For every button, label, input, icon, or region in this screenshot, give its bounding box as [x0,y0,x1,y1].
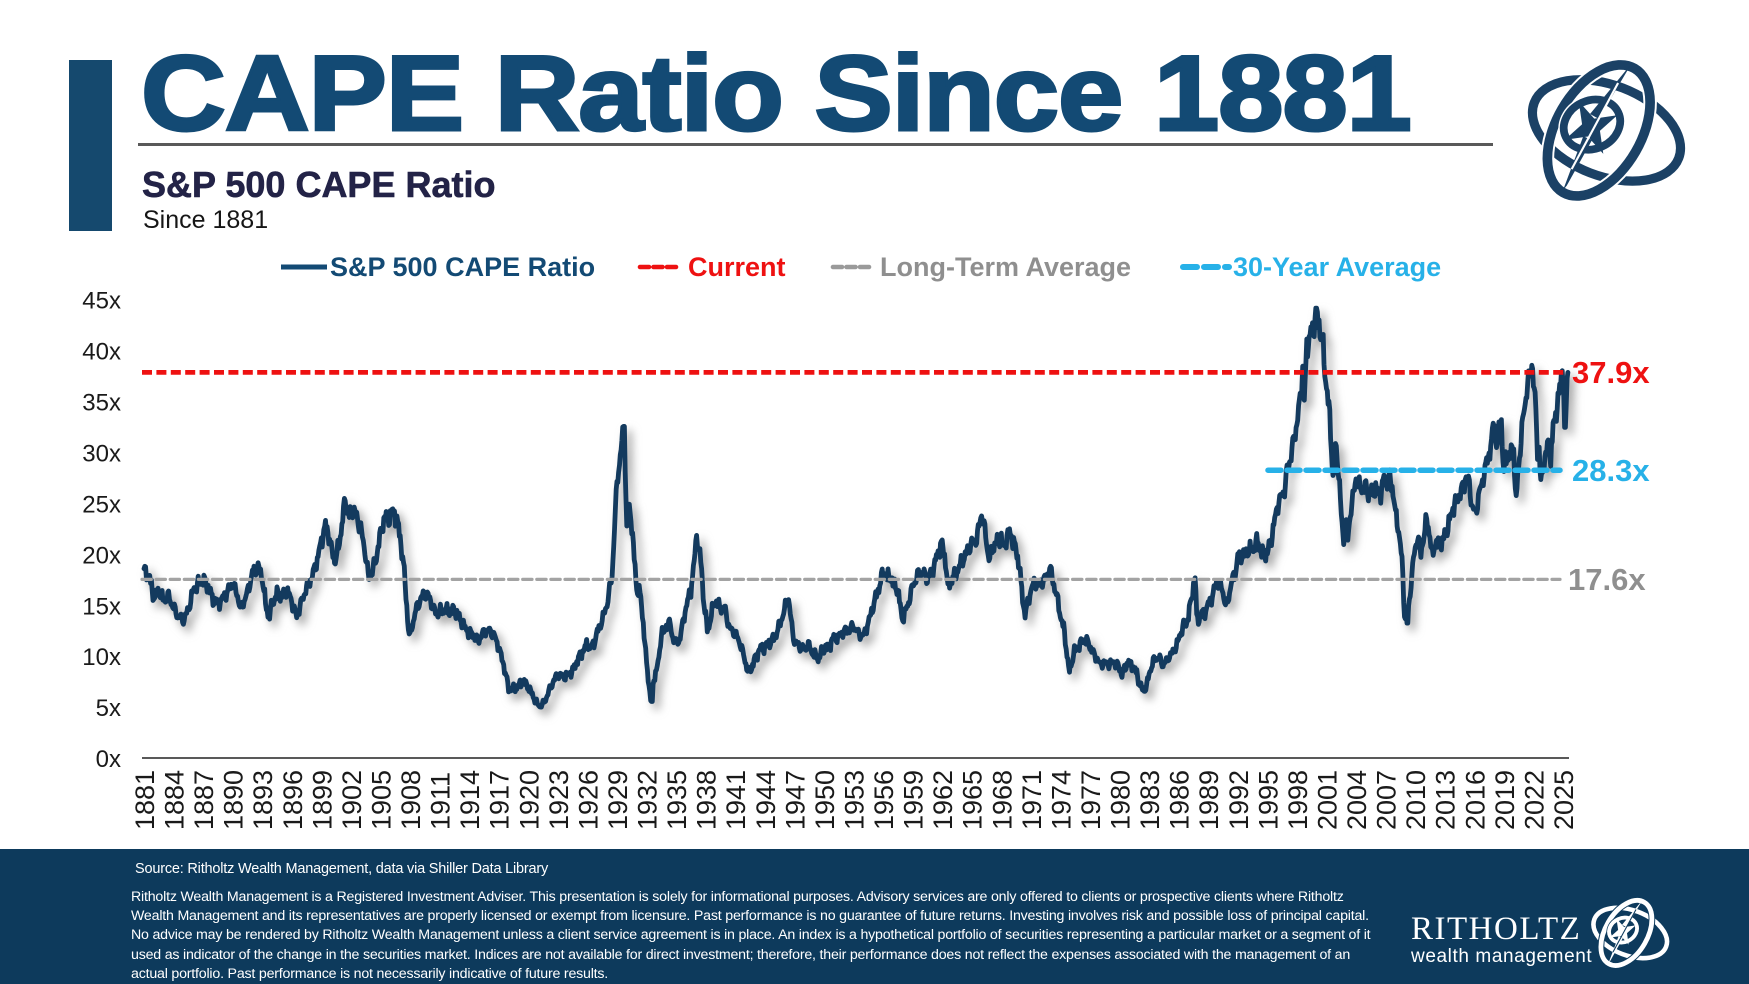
svg-text:35x: 35x [82,390,121,417]
svg-text:1941: 1941 [721,770,751,830]
svg-text:25x: 25x [82,491,121,518]
svg-text:1968: 1968 [987,770,1017,830]
svg-text:2004: 2004 [1342,770,1372,830]
svg-text:Long-Term Average: Long-Term Average [880,252,1131,282]
svg-text:1974: 1974 [1046,770,1076,830]
svg-text:10x: 10x [82,644,121,671]
svg-text:1887: 1887 [189,770,219,830]
svg-text:1911: 1911 [426,772,456,830]
svg-text:2016: 2016 [1460,770,1490,830]
svg-text:30-Year Average: 30-Year Average [1233,252,1441,282]
svg-text:1920: 1920 [514,770,544,830]
svg-text:2019: 2019 [1490,770,1520,830]
svg-text:0x: 0x [96,746,121,773]
svg-text:15x: 15x [82,593,121,620]
svg-text:1899: 1899 [307,770,337,830]
svg-text:1917: 1917 [485,770,515,830]
svg-text:1953: 1953 [840,770,870,830]
svg-text:1977: 1977 [1076,770,1106,830]
svg-text:1983: 1983 [1135,770,1165,830]
svg-text:37.9x: 37.9x [1572,355,1650,390]
svg-text:1959: 1959 [899,770,929,830]
svg-text:1989: 1989 [1194,770,1224,830]
svg-text:1998: 1998 [1283,770,1313,830]
svg-text:17.6x: 17.6x [1568,562,1646,597]
svg-text:2022: 2022 [1519,770,1549,830]
svg-text:40x: 40x [82,339,121,366]
svg-text:1881: 1881 [130,770,160,830]
svg-text:1896: 1896 [278,770,308,830]
svg-text:1923: 1923 [544,770,574,830]
svg-text:2013: 2013 [1431,770,1461,830]
svg-text:2001: 2001 [1313,770,1343,830]
svg-text:S&P 500 CAPE Ratio: S&P 500 CAPE Ratio [330,252,595,282]
svg-text:1962: 1962 [928,770,958,830]
svg-text:2010: 2010 [1401,770,1431,830]
svg-text:1884: 1884 [160,770,190,830]
svg-text:45x: 45x [82,288,121,315]
svg-text:1944: 1944 [751,770,781,830]
svg-text:2025: 2025 [1549,770,1579,830]
svg-text:1956: 1956 [869,770,899,830]
svg-text:1926: 1926 [573,770,603,830]
svg-text:2007: 2007 [1372,770,1402,830]
svg-text:1902: 1902 [337,770,367,830]
svg-text:1905: 1905 [367,770,397,830]
svg-text:1935: 1935 [662,770,692,830]
svg-text:1980: 1980 [1106,770,1136,830]
svg-text:1947: 1947 [780,770,810,830]
svg-text:1908: 1908 [396,770,426,830]
svg-text:20x: 20x [82,542,121,569]
svg-text:1986: 1986 [1165,770,1195,830]
svg-text:1971: 1971 [1017,770,1047,830]
svg-text:1965: 1965 [958,770,988,830]
svg-text:1890: 1890 [219,770,249,830]
svg-text:1995: 1995 [1253,770,1283,830]
svg-text:30x: 30x [82,441,121,468]
svg-text:1929: 1929 [603,770,633,830]
svg-text:Current: Current [688,252,786,282]
svg-text:1938: 1938 [692,770,722,830]
svg-text:1992: 1992 [1224,770,1254,830]
svg-text:1950: 1950 [810,770,840,830]
svg-text:5x: 5x [96,695,121,722]
svg-text:28.3x: 28.3x [1572,453,1650,488]
svg-text:1893: 1893 [248,770,278,830]
svg-text:1914: 1914 [455,770,485,830]
svg-text:1932: 1932 [633,770,663,830]
